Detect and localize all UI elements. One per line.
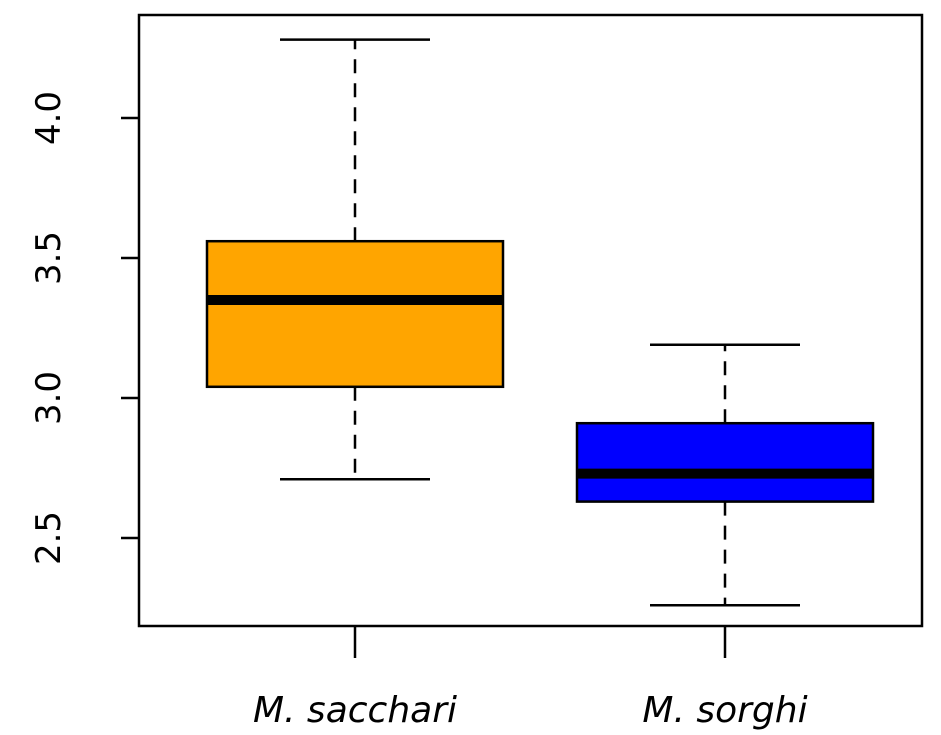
- x-category-label: M. sorghi: [642, 690, 807, 731]
- x-axis: M. sacchari M. sorghi: [253, 626, 808, 731]
- y-tick-label: 2.5: [29, 511, 69, 565]
- box-iqr: [205, 239, 505, 389]
- y-axis: 2.5 3.0 3.5 4.0: [29, 91, 139, 565]
- plot-frame: [137, 13, 924, 628]
- x-category-label: M. sacchari: [253, 690, 457, 731]
- plot-marks: [205, 38, 875, 607]
- y-tick-label: 3.5: [29, 231, 69, 285]
- box-group-1: [205, 38, 505, 481]
- y-tick-label: 4.0: [29, 91, 69, 145]
- box-iqr: [575, 421, 875, 503]
- box-group-2: [575, 343, 875, 607]
- y-tick-label: 3.0: [29, 371, 69, 425]
